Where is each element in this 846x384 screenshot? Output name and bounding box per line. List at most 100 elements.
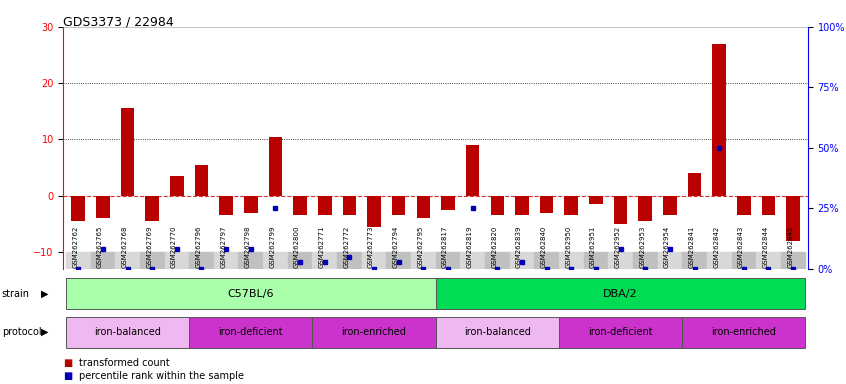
Text: GSM262954: GSM262954 [664,226,670,268]
Bar [589,196,602,204]
Bar [682,252,707,269]
Text: ■: ■ [63,358,73,368]
Bar [535,252,559,269]
Bar [91,252,115,269]
Text: GDS3373 / 22984: GDS3373 / 22984 [63,15,174,28]
Bar [66,252,91,269]
Bar [663,196,677,215]
Bar [392,196,405,215]
Text: protocol: protocol [2,327,41,337]
Bar [337,252,362,269]
Bar [688,173,701,196]
Bar [288,252,312,269]
Text: GSM262772: GSM262772 [343,226,349,268]
Text: GSM262798: GSM262798 [244,226,250,268]
Text: GSM262769: GSM262769 [146,226,152,268]
Text: GSM262800: GSM262800 [294,226,300,268]
Bar [436,316,559,348]
Text: iron-deficient: iron-deficient [218,327,283,337]
Bar [614,196,628,224]
Bar [466,145,480,196]
Text: GSM262843: GSM262843 [738,226,744,268]
Bar [294,196,307,215]
Text: C57BL/6: C57BL/6 [228,289,274,299]
Bar [559,252,584,269]
Text: GSM262845: GSM262845 [787,226,794,268]
Text: GSM262840: GSM262840 [541,226,547,268]
Bar [416,196,430,218]
Text: GSM262844: GSM262844 [762,226,768,268]
Text: GSM262765: GSM262765 [97,226,103,268]
Text: percentile rank within the sample: percentile rank within the sample [79,371,244,381]
Bar [436,278,805,310]
Text: GSM262819: GSM262819 [467,226,473,268]
Bar [362,252,387,269]
Bar [164,252,190,269]
Bar [707,252,732,269]
Bar [387,252,411,269]
Bar [460,252,485,269]
Text: iron-balanced: iron-balanced [464,327,530,337]
Bar [115,252,140,269]
Text: GSM262839: GSM262839 [516,226,522,268]
Bar [66,316,190,348]
Bar [343,196,356,215]
Bar [756,252,781,269]
Bar [633,252,657,269]
Bar [170,176,184,196]
Text: GSM262820: GSM262820 [492,226,497,268]
Bar [190,316,312,348]
Bar [737,196,750,215]
Text: iron-enriched: iron-enriched [342,327,406,337]
Bar [584,252,608,269]
Text: GSM262794: GSM262794 [393,226,398,268]
Bar [485,252,509,269]
Text: GSM262817: GSM262817 [442,226,448,268]
Bar [71,196,85,221]
Bar [442,196,455,210]
Text: GSM262951: GSM262951 [590,226,596,268]
Text: transformed count: transformed count [79,358,169,368]
Text: GSM262795: GSM262795 [417,226,423,268]
Bar [146,196,159,221]
Text: GSM262841: GSM262841 [689,226,695,268]
Bar [436,252,460,269]
Bar [121,108,135,196]
Text: GSM262771: GSM262771 [319,226,325,268]
Text: GSM262842: GSM262842 [713,226,719,268]
Bar [515,196,529,215]
Bar [657,252,682,269]
Bar [367,196,381,227]
Text: iron-enriched: iron-enriched [711,327,777,337]
Text: GSM262952: GSM262952 [614,226,621,268]
Text: GSM262797: GSM262797 [220,226,226,268]
Bar [96,196,110,218]
Bar [244,196,257,212]
Text: DBA/2: DBA/2 [603,289,638,299]
Bar [608,252,633,269]
Text: iron-deficient: iron-deficient [588,327,653,337]
Bar [540,196,553,212]
Text: GSM262953: GSM262953 [640,226,645,268]
Bar [214,252,239,269]
Bar [712,44,726,196]
Text: GSM262770: GSM262770 [171,226,177,268]
Text: GSM262799: GSM262799 [270,226,276,268]
Bar [312,316,436,348]
Text: ■: ■ [63,371,73,381]
Bar [411,252,436,269]
Text: ▶: ▶ [41,327,48,337]
Bar [140,252,164,269]
Bar [239,252,263,269]
Bar [312,252,337,269]
Bar [219,196,233,215]
Bar [263,252,288,269]
Bar [639,196,652,221]
Text: strain: strain [2,289,30,299]
Bar [509,252,535,269]
Text: iron-balanced: iron-balanced [94,327,161,337]
Text: GSM262950: GSM262950 [565,226,571,268]
Text: GSM262796: GSM262796 [195,226,201,268]
Bar [66,278,436,310]
Bar [564,196,578,215]
